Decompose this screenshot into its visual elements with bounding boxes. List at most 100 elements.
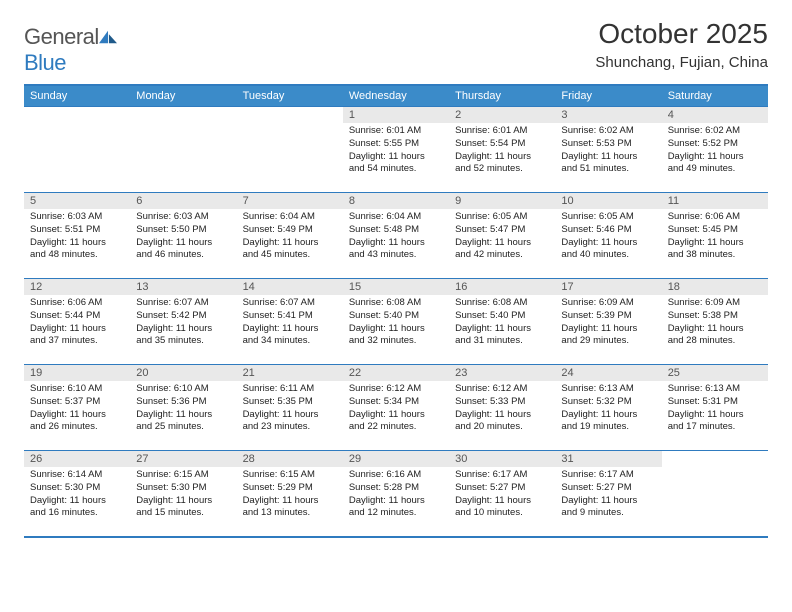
day-body: Sunrise: 6:12 AMSunset: 5:33 PMDaylight:… — [449, 381, 555, 438]
daylight-line: Daylight: 11 hours and 49 minutes. — [668, 151, 762, 177]
location-label: Shunchang, Fujian, China — [595, 54, 768, 71]
day-number: 31 — [555, 451, 661, 467]
daylight-line: Daylight: 11 hours and 32 minutes. — [349, 323, 443, 349]
day-number: 15 — [343, 279, 449, 295]
sunrise-line: Sunrise: 6:05 AM — [455, 211, 549, 224]
day-number: 27 — [130, 451, 236, 467]
sunrise-line: Sunrise: 6:01 AM — [455, 125, 549, 138]
day-body: Sunrise: 6:01 AMSunset: 5:55 PMDaylight:… — [343, 123, 449, 180]
day-body: Sunrise: 6:14 AMSunset: 5:30 PMDaylight:… — [24, 467, 130, 524]
calendar-cell: 20Sunrise: 6:10 AMSunset: 5:36 PMDayligh… — [130, 365, 236, 451]
daylight-line: Daylight: 11 hours and 22 minutes. — [349, 409, 443, 435]
day-number: 28 — [237, 451, 343, 467]
calendar-cell — [130, 107, 236, 193]
daylight-line: Daylight: 11 hours and 10 minutes. — [455, 495, 549, 521]
calendar-cell: 2Sunrise: 6:01 AMSunset: 5:54 PMDaylight… — [449, 107, 555, 193]
day-body: Sunrise: 6:10 AMSunset: 5:37 PMDaylight:… — [24, 381, 130, 438]
calendar-cell: 1Sunrise: 6:01 AMSunset: 5:55 PMDaylight… — [343, 107, 449, 193]
sunrise-line: Sunrise: 6:08 AM — [455, 297, 549, 310]
day-body: Sunrise: 6:01 AMSunset: 5:54 PMDaylight:… — [449, 123, 555, 180]
header: GeneralBlue October 2025 Shunchang, Fuji… — [24, 18, 768, 76]
day-body: Sunrise: 6:07 AMSunset: 5:41 PMDaylight:… — [237, 295, 343, 352]
daylight-line: Daylight: 11 hours and 46 minutes. — [136, 237, 230, 263]
calendar-body: 1Sunrise: 6:01 AMSunset: 5:55 PMDaylight… — [24, 107, 768, 537]
calendar-head: SundayMondayTuesdayWednesdayThursdayFrid… — [24, 85, 768, 107]
sunset-line: Sunset: 5:32 PM — [561, 396, 655, 409]
calendar-cell: 21Sunrise: 6:11 AMSunset: 5:35 PMDayligh… — [237, 365, 343, 451]
day-body: Sunrise: 6:06 AMSunset: 5:45 PMDaylight:… — [662, 209, 768, 266]
day-number: 12 — [24, 279, 130, 295]
day-number: 5 — [24, 193, 130, 209]
sunset-line: Sunset: 5:27 PM — [455, 482, 549, 495]
calendar-page: GeneralBlue October 2025 Shunchang, Fuji… — [0, 0, 792, 556]
sunset-line: Sunset: 5:53 PM — [561, 138, 655, 151]
daylight-line: Daylight: 11 hours and 9 minutes. — [561, 495, 655, 521]
day-body: Sunrise: 6:02 AMSunset: 5:53 PMDaylight:… — [555, 123, 661, 180]
day-number: 18 — [662, 279, 768, 295]
sunrise-line: Sunrise: 6:09 AM — [668, 297, 762, 310]
sunset-line: Sunset: 5:30 PM — [30, 482, 124, 495]
sunset-line: Sunset: 5:47 PM — [455, 224, 549, 237]
calendar-cell: 23Sunrise: 6:12 AMSunset: 5:33 PMDayligh… — [449, 365, 555, 451]
sunset-line: Sunset: 5:33 PM — [455, 396, 549, 409]
day-header: Saturday — [662, 85, 768, 107]
sunrise-line: Sunrise: 6:15 AM — [136, 469, 230, 482]
day-body: Sunrise: 6:03 AMSunset: 5:51 PMDaylight:… — [24, 209, 130, 266]
day-number: 22 — [343, 365, 449, 381]
calendar-cell: 16Sunrise: 6:08 AMSunset: 5:40 PMDayligh… — [449, 279, 555, 365]
daylight-line: Daylight: 11 hours and 23 minutes. — [243, 409, 337, 435]
day-number: 29 — [343, 451, 449, 467]
day-header: Sunday — [24, 85, 130, 107]
day-body: Sunrise: 6:07 AMSunset: 5:42 PMDaylight:… — [130, 295, 236, 352]
day-body: Sunrise: 6:17 AMSunset: 5:27 PMDaylight:… — [555, 467, 661, 524]
calendar-cell: 10Sunrise: 6:05 AMSunset: 5:46 PMDayligh… — [555, 193, 661, 279]
day-body: Sunrise: 6:11 AMSunset: 5:35 PMDaylight:… — [237, 381, 343, 438]
day-body: Sunrise: 6:12 AMSunset: 5:34 PMDaylight:… — [343, 381, 449, 438]
sunset-line: Sunset: 5:30 PM — [136, 482, 230, 495]
day-number: 11 — [662, 193, 768, 209]
sunset-line: Sunset: 5:52 PM — [668, 138, 762, 151]
calendar-cell: 13Sunrise: 6:07 AMSunset: 5:42 PMDayligh… — [130, 279, 236, 365]
calendar-cell: 30Sunrise: 6:17 AMSunset: 5:27 PMDayligh… — [449, 451, 555, 537]
daylight-line: Daylight: 11 hours and 38 minutes. — [668, 237, 762, 263]
sunset-line: Sunset: 5:46 PM — [561, 224, 655, 237]
day-number: 8 — [343, 193, 449, 209]
sunrise-line: Sunrise: 6:13 AM — [561, 383, 655, 396]
calendar-cell: 9Sunrise: 6:05 AMSunset: 5:47 PMDaylight… — [449, 193, 555, 279]
calendar-cell: 3Sunrise: 6:02 AMSunset: 5:53 PMDaylight… — [555, 107, 661, 193]
daylight-line: Daylight: 11 hours and 26 minutes. — [30, 409, 124, 435]
logo-sail-icon — [99, 30, 117, 44]
day-number: 16 — [449, 279, 555, 295]
day-number: 25 — [662, 365, 768, 381]
sunrise-line: Sunrise: 6:05 AM — [561, 211, 655, 224]
sunset-line: Sunset: 5:31 PM — [668, 396, 762, 409]
calendar-cell — [24, 107, 130, 193]
sunset-line: Sunset: 5:28 PM — [349, 482, 443, 495]
daylight-line: Daylight: 11 hours and 35 minutes. — [136, 323, 230, 349]
daylight-line: Daylight: 11 hours and 31 minutes. — [455, 323, 549, 349]
day-number: 20 — [130, 365, 236, 381]
calendar-cell: 5Sunrise: 6:03 AMSunset: 5:51 PMDaylight… — [24, 193, 130, 279]
sunset-line: Sunset: 5:55 PM — [349, 138, 443, 151]
calendar-cell: 4Sunrise: 6:02 AMSunset: 5:52 PMDaylight… — [662, 107, 768, 193]
calendar-cell: 7Sunrise: 6:04 AMSunset: 5:49 PMDaylight… — [237, 193, 343, 279]
sunset-line: Sunset: 5:39 PM — [561, 310, 655, 323]
daylight-line: Daylight: 11 hours and 45 minutes. — [243, 237, 337, 263]
day-body: Sunrise: 6:09 AMSunset: 5:38 PMDaylight:… — [662, 295, 768, 352]
day-number: 30 — [449, 451, 555, 467]
daylight-line: Daylight: 11 hours and 34 minutes. — [243, 323, 337, 349]
calendar-cell: 14Sunrise: 6:07 AMSunset: 5:41 PMDayligh… — [237, 279, 343, 365]
sunrise-line: Sunrise: 6:09 AM — [561, 297, 655, 310]
month-title: October 2025 — [595, 18, 768, 50]
day-number: 24 — [555, 365, 661, 381]
sunset-line: Sunset: 5:40 PM — [349, 310, 443, 323]
daylight-line: Daylight: 11 hours and 19 minutes. — [561, 409, 655, 435]
calendar-table: SundayMondayTuesdayWednesdayThursdayFrid… — [24, 84, 768, 538]
daylight-line: Daylight: 11 hours and 17 minutes. — [668, 409, 762, 435]
day-number: 4 — [662, 107, 768, 123]
day-number: 21 — [237, 365, 343, 381]
calendar-cell: 31Sunrise: 6:17 AMSunset: 5:27 PMDayligh… — [555, 451, 661, 537]
day-number: 26 — [24, 451, 130, 467]
daylight-line: Daylight: 11 hours and 25 minutes. — [136, 409, 230, 435]
calendar-cell: 28Sunrise: 6:15 AMSunset: 5:29 PMDayligh… — [237, 451, 343, 537]
